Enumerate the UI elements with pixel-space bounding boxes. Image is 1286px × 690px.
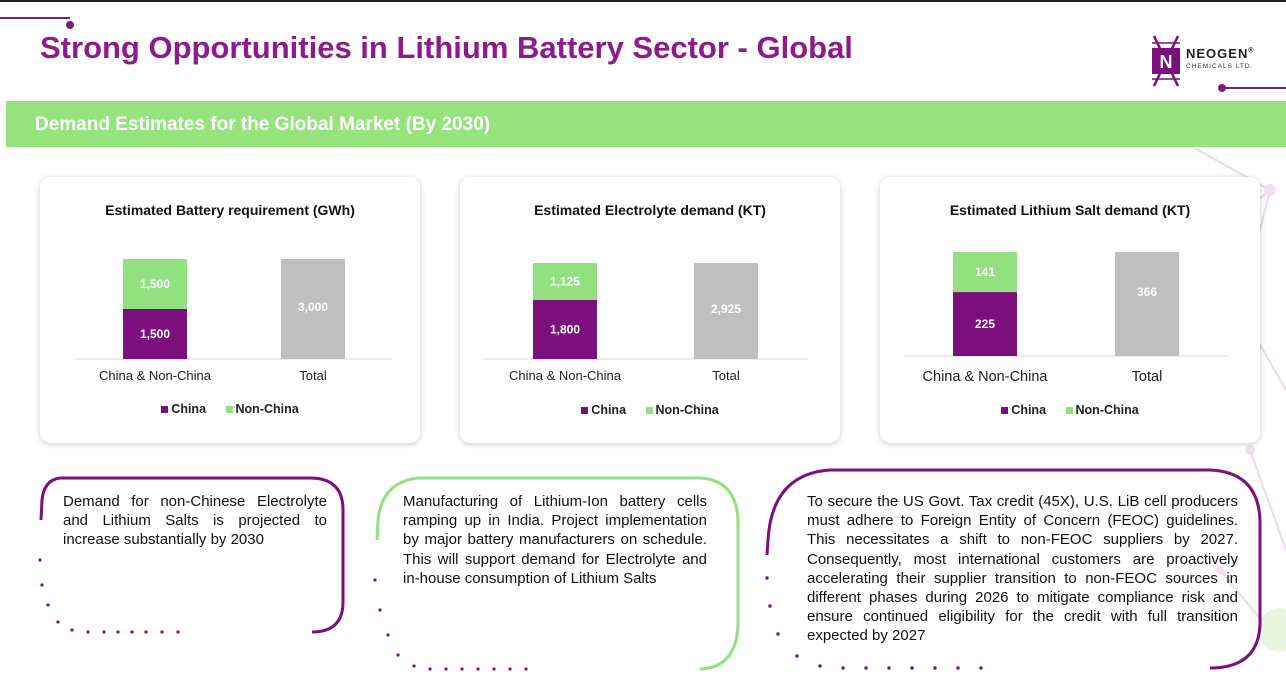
note-2-dots: [373, 578, 528, 671]
note-3-frame: [830, 468, 1262, 670]
category-label: China & Non-China: [509, 368, 622, 383]
note-2-frame: [418, 476, 740, 671]
legend-non-china: Non-China: [645, 403, 719, 417]
data-label-china: 225: [975, 317, 995, 331]
data-label-non-china: 1,500: [140, 277, 170, 291]
chart-legend: China Non-China: [40, 402, 420, 416]
chart-title: Estimated Electrolyte demand (KT): [534, 202, 766, 218]
bar-china: [953, 292, 1017, 356]
note-non-chinese-demand: Demand for non-Chinese Electrolyte and L…: [63, 493, 327, 549]
svg-text:N: N: [1160, 52, 1173, 72]
category-label: China & Non-China: [99, 368, 212, 383]
chart-legend: China Non-China: [880, 403, 1260, 417]
bar-non-china: [533, 263, 597, 300]
battery-requirement-card: Estimated Battery requirement (GWh) 1,50…: [40, 177, 420, 443]
data-label-total: 366: [1137, 285, 1157, 299]
section-title: Demand Estimates for the Global Market (…: [35, 114, 491, 135]
note-1-frame-corner: [39, 476, 61, 521]
category-label: Total: [712, 368, 740, 383]
top-border: [0, 0, 1286, 2]
note-2-frame-corner: [375, 476, 419, 541]
electrolyte-demand-chart: 1,800 1,125 2,925 China & Non-China Total: [484, 263, 808, 383]
note-1-frame: [60, 476, 345, 634]
data-label-total: 3,000: [298, 300, 328, 314]
logo-subtitle: CHEMICALS LTD.: [1186, 63, 1254, 70]
battery-requirement-chart: 1,500 1,500 3,000 China & Non-China Total: [76, 259, 392, 383]
page-title: Strong Opportunities in Lithium Battery …: [40, 30, 853, 65]
data-label-china: 1,800: [550, 322, 580, 336]
note-3-frame-corner: [765, 468, 831, 556]
legend-china: China: [1001, 403, 1046, 417]
note-3-dots: [765, 576, 983, 670]
chart-title: Estimated Battery requirement (GWh): [105, 202, 355, 218]
bar-non-china: [123, 259, 187, 309]
lithium-salt-demand-chart: 225 141 366 China & Non-China Total: [904, 252, 1228, 385]
category-label: China & Non-China: [923, 369, 1049, 385]
logo-accent-line: [1222, 87, 1286, 89]
data-label-china: 1,500: [140, 327, 170, 341]
note-1-dots: [38, 558, 180, 634]
bar-china: [533, 299, 597, 359]
section-band: Demand Estimates for the Global Market (…: [6, 101, 1286, 147]
legend-non-china: Non-China: [225, 402, 299, 416]
dna-logo-icon: N: [1152, 35, 1180, 87]
note-feoc-guidelines: To secure the US Govt. Tax credit (45X),…: [807, 493, 1238, 645]
bar-total: [694, 263, 758, 359]
electrolyte-demand-card: Estimated Electrolyte demand (KT) 1,800 1…: [460, 177, 840, 443]
logo-accent-dot: [1218, 84, 1226, 92]
data-label-non-china: 141: [975, 265, 995, 279]
company-logo: N NEOGEN® CHEMICALS LTD.: [1148, 34, 1268, 90]
legend-china: China: [581, 403, 626, 417]
data-label-non-china: 1,125: [550, 274, 580, 288]
bar-total: [1115, 252, 1179, 356]
category-label: Total: [299, 368, 327, 383]
legend-china: China: [161, 402, 206, 416]
chart-legend: China Non-China: [460, 403, 840, 417]
data-label-total: 2,925: [711, 302, 741, 316]
bar-non-china: [953, 252, 1017, 293]
title-accent-dot: [66, 21, 74, 29]
category-label: Total: [1132, 369, 1163, 385]
lithium-salt-demand-card: Estimated Lithium Salt demand (KT) 225 14…: [880, 177, 1260, 443]
title-accent-line: [0, 17, 70, 19]
logo-name: NEOGEN®: [1186, 46, 1255, 61]
bar-total: [281, 259, 345, 359]
bar-china: [123, 309, 187, 359]
note-india-manufacturing: Manufacturing of Lithium-Ion battery cel…: [403, 493, 707, 587]
chart-title: Estimated Lithium Salt demand (KT): [949, 202, 1191, 218]
legend-non-china: Non-China: [1065, 403, 1139, 417]
